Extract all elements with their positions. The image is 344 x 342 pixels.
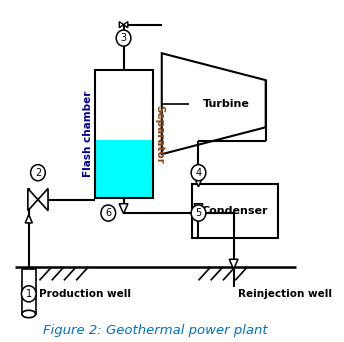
Text: 5: 5: [195, 208, 202, 218]
Polygon shape: [119, 22, 123, 28]
Polygon shape: [28, 188, 38, 211]
FancyBboxPatch shape: [192, 184, 278, 238]
Circle shape: [31, 165, 45, 181]
Text: 1: 1: [26, 289, 32, 299]
Text: 3: 3: [120, 33, 127, 43]
Circle shape: [21, 286, 36, 302]
Polygon shape: [25, 215, 32, 223]
Circle shape: [191, 165, 206, 181]
Text: 2: 2: [35, 168, 41, 178]
Polygon shape: [194, 177, 203, 187]
Circle shape: [116, 30, 131, 46]
Text: Production well: Production well: [40, 289, 131, 299]
Polygon shape: [38, 188, 48, 211]
Polygon shape: [119, 204, 128, 214]
Circle shape: [101, 205, 116, 221]
Ellipse shape: [22, 310, 36, 318]
Text: 4: 4: [195, 168, 202, 178]
Polygon shape: [194, 204, 203, 214]
Text: Figure 2: Geothermal power plant: Figure 2: Geothermal power plant: [43, 324, 268, 337]
Polygon shape: [229, 259, 238, 269]
Polygon shape: [123, 22, 128, 28]
FancyBboxPatch shape: [22, 268, 36, 314]
Polygon shape: [162, 53, 266, 154]
FancyBboxPatch shape: [95, 140, 153, 198]
Text: Condenser: Condenser: [202, 206, 268, 216]
Text: Turbine: Turbine: [203, 99, 249, 109]
Text: 6: 6: [105, 208, 111, 218]
Text: Reinjection well: Reinjection well: [238, 289, 332, 299]
Text: Flash chamber: Flash chamber: [83, 91, 93, 177]
Text: Separator: Separator: [154, 105, 164, 163]
Circle shape: [191, 205, 206, 221]
